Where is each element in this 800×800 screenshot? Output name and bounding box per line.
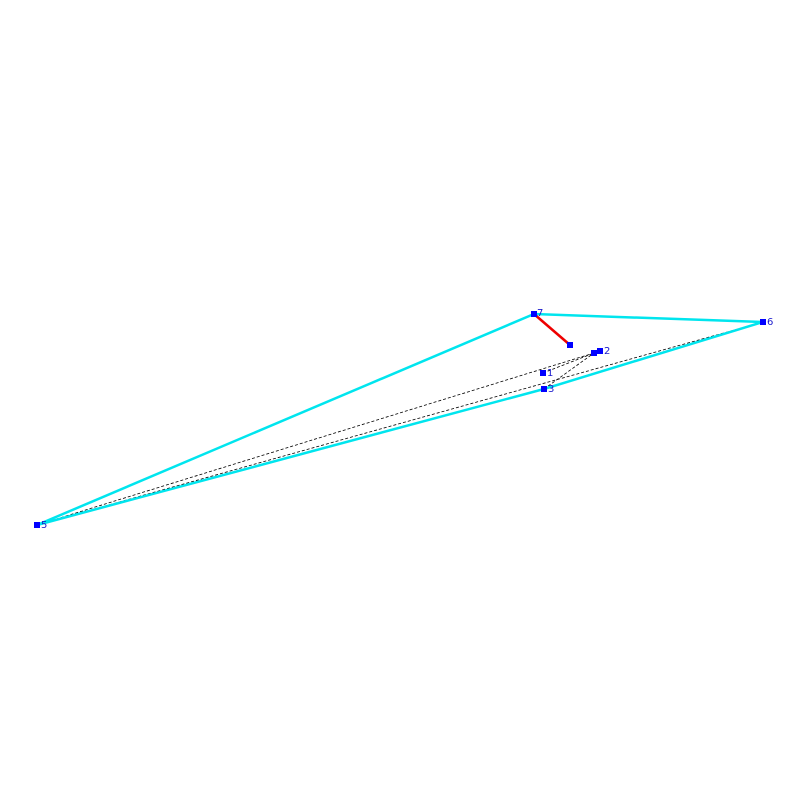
red-segment	[533, 313, 571, 346]
node	[541, 386, 547, 392]
node-label: 2	[604, 346, 610, 357]
nodes: 1 2 3 5 6 7	[34, 308, 773, 531]
node-label: 6	[767, 317, 773, 328]
outline-polygon	[36, 312, 764, 527]
dashed-links	[36, 313, 764, 526]
node	[567, 342, 573, 348]
node	[597, 348, 603, 354]
dashed-link	[543, 352, 595, 390]
dashed-link	[542, 352, 595, 374]
node	[591, 350, 597, 356]
node-label: 5	[41, 520, 47, 531]
dashed-link	[36, 352, 595, 526]
node-label: 1	[547, 368, 553, 379]
node	[760, 319, 766, 325]
dashed-link	[36, 321, 764, 526]
node	[540, 370, 546, 376]
node	[34, 522, 40, 528]
node-label: 3	[548, 384, 554, 395]
node-label: 7	[537, 308, 543, 319]
node	[531, 311, 537, 317]
